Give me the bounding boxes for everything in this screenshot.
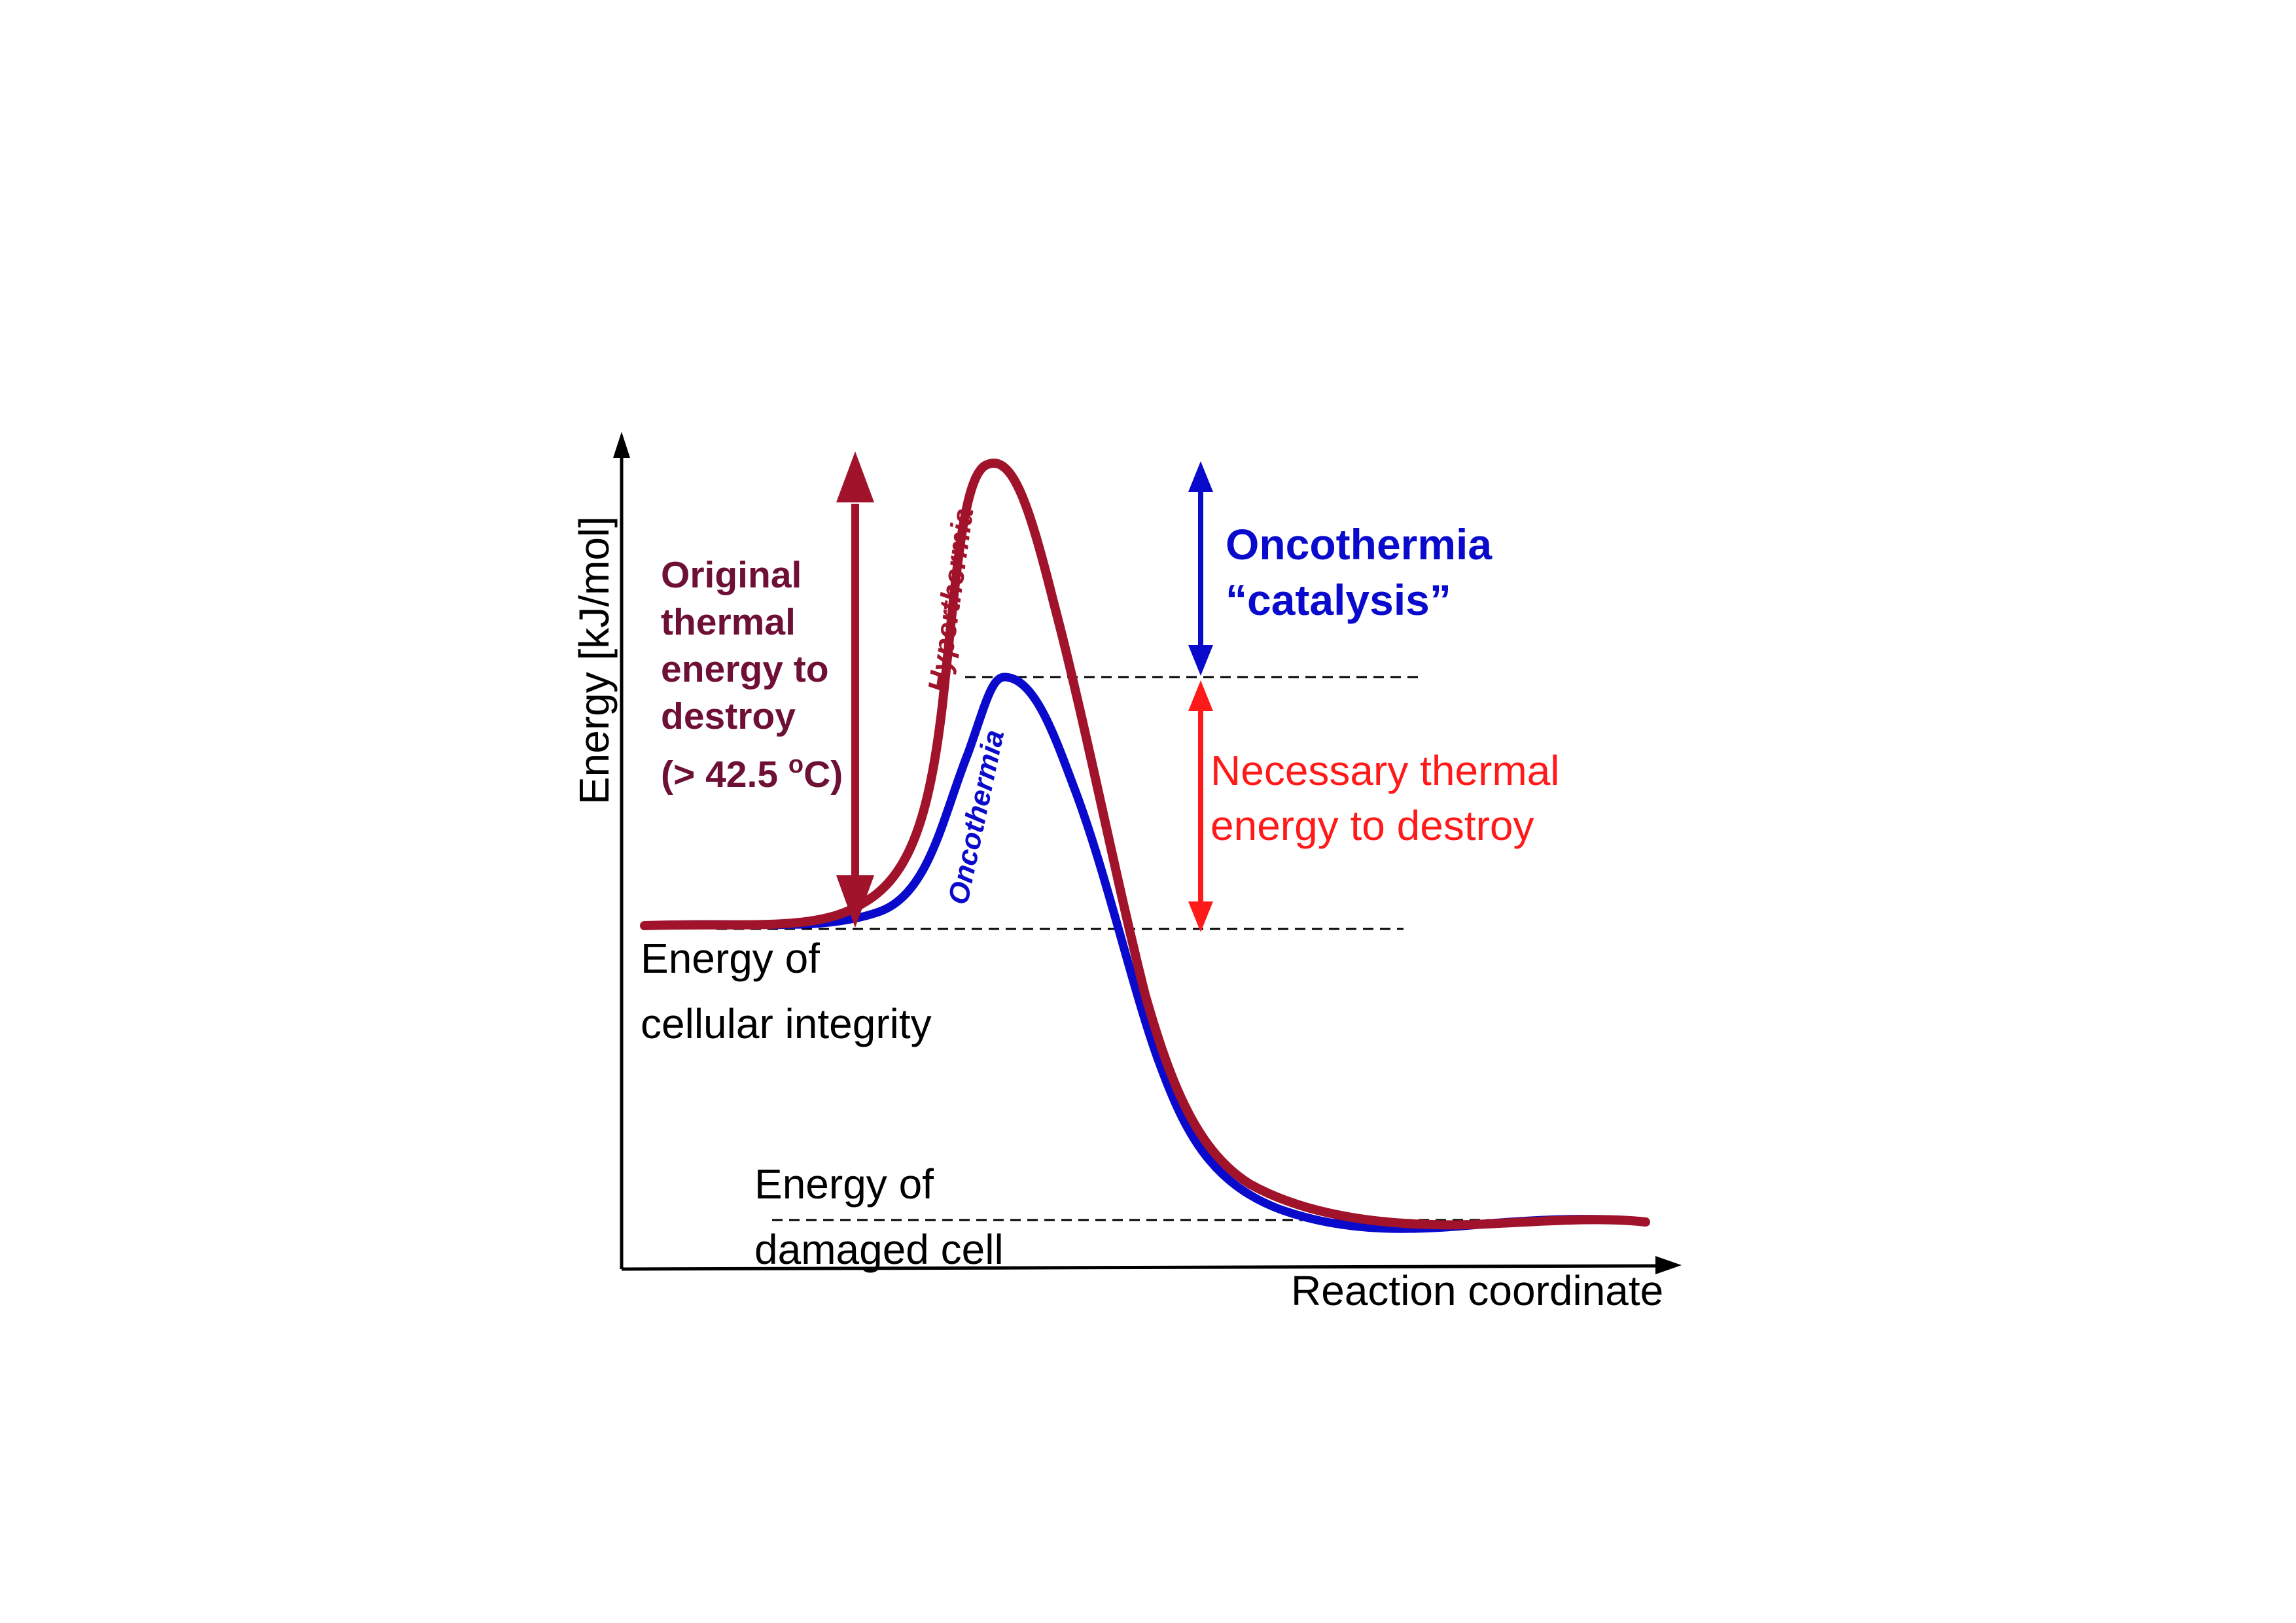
y-axis-arrowhead (613, 432, 630, 458)
y-axis-label: Energy [kJ/mol] (571, 516, 618, 805)
degree-sign: o (788, 751, 804, 778)
original-energy-line2: thermal (661, 601, 796, 643)
temperature-suffix: C) (804, 754, 843, 795)
original-energy-line3: energy to (661, 648, 829, 690)
necessary-label-line1: Necessary thermal (1210, 747, 1560, 794)
necessary-energy-arrow (1188, 680, 1213, 932)
necessary-energy-arrow-head-up (1188, 680, 1213, 711)
original-energy-line1: Original (661, 554, 802, 596)
oncothermia-curve (640, 672, 1650, 1233)
x-axis (621, 1264, 1663, 1271)
damaged-label-line2: damaged cell (754, 1226, 1004, 1273)
catalysis-arrow-head-down (1188, 645, 1213, 676)
catalysis-label-line1: Oncothermia (1226, 520, 1492, 568)
necessary-energy-arrow-head-down (1188, 901, 1213, 932)
catalysis-label-line2: “catalysis” (1226, 576, 1451, 624)
integrity-label-line2: cellular integrity (641, 1000, 932, 1047)
hyperthermia-curve-label: Hyperthermia (922, 506, 980, 695)
original-energy-temperature: (> 42.5 oC) (661, 751, 843, 795)
catalysis-arrow-head-up (1188, 461, 1213, 492)
axes (613, 432, 1682, 1274)
original-energy-arrow-head-down (836, 875, 874, 928)
original-energy-arrow-head-up (836, 451, 874, 502)
integrity-label-line1: Energy of (641, 935, 820, 982)
catalysis-arrow (1188, 461, 1213, 676)
original-energy-arrow (836, 451, 874, 928)
oncothermia-curve-label: Oncothermia (942, 727, 1010, 907)
temperature-prefix: (> 42.5 (661, 754, 788, 795)
x-axis-label: Reaction coordinate (1291, 1267, 1663, 1314)
original-energy-text: Original thermal energy to destroy (> 42… (661, 554, 843, 795)
original-energy-line4: destroy (661, 695, 796, 737)
necessary-label-line2: energy to destroy (1210, 802, 1534, 849)
hyperthermia-curve (640, 459, 1650, 1230)
damaged-label-line1: Energy of (754, 1161, 934, 1208)
x-axis-arrowhead (1655, 1256, 1682, 1274)
